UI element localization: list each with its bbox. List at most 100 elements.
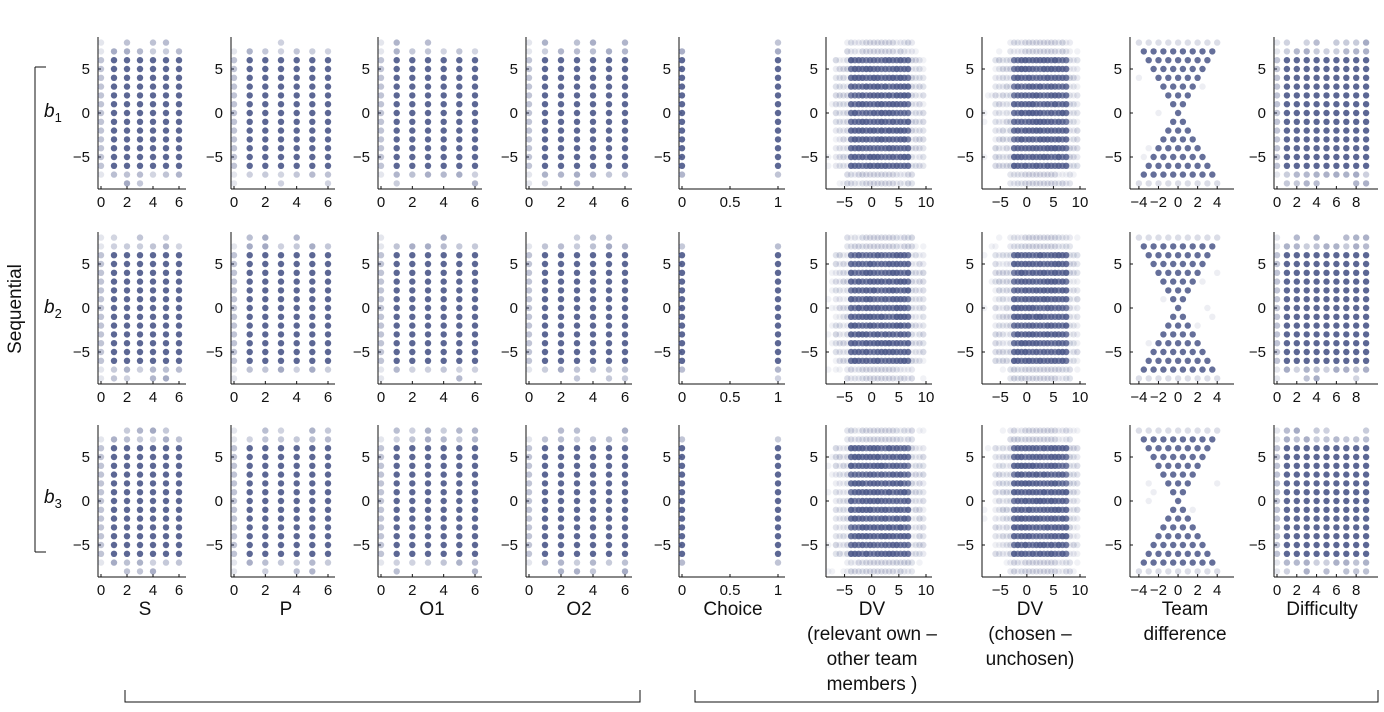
data-point: [1194, 445, 1201, 452]
data-point: [1273, 427, 1281, 434]
data-point: [774, 313, 782, 320]
x-tick-label: 0: [868, 389, 876, 406]
data-point: [996, 331, 1003, 338]
data-point: [1170, 243, 1177, 250]
data-point: [1063, 506, 1070, 513]
data-point: [424, 462, 432, 469]
sequential-bracket: [34, 66, 46, 553]
data-point: [870, 180, 878, 187]
data-point: [525, 462, 533, 469]
data-point: [866, 180, 874, 187]
data-point: [1283, 471, 1291, 478]
data-point: [471, 65, 479, 73]
x-tick-label: 0: [97, 194, 105, 211]
data-point: [908, 436, 916, 443]
data-point: [851, 366, 859, 373]
data-point: [149, 65, 157, 73]
col-label-dv-chosen: DV (chosen – unchosen): [985, 599, 1075, 670]
data-point: [1070, 533, 1077, 540]
data-point: [878, 39, 885, 46]
data-point: [999, 366, 1007, 373]
data-point: [1074, 57, 1081, 64]
data-point: [1303, 524, 1310, 531]
data-point: [1040, 180, 1048, 187]
data-point: [621, 278, 629, 285]
data-point: [1293, 322, 1301, 329]
data-point: [920, 162, 927, 169]
data-point: [996, 145, 1003, 152]
data-point: [992, 92, 999, 99]
data-point: [1070, 313, 1077, 320]
data-point: [246, 136, 253, 143]
data-point: [1003, 340, 1010, 347]
x-tick-label: 6: [621, 194, 629, 211]
data-point: [589, 296, 597, 303]
data-point: [836, 533, 843, 540]
data-point: [424, 92, 432, 99]
y-tick-label: −5: [206, 344, 223, 361]
data-point: [859, 171, 866, 178]
data-point: [377, 278, 385, 285]
data-point: [324, 541, 332, 549]
data-point: [175, 74, 183, 82]
data-point: [912, 322, 919, 329]
data-point: [1036, 39, 1044, 46]
data-point: [541, 153, 549, 161]
data-point: [471, 304, 479, 312]
data-point: [1204, 357, 1211, 364]
data-point: [246, 74, 253, 82]
col-label-difficulty: Difficulty: [1286, 599, 1358, 620]
data-point: [230, 427, 238, 434]
data-point: [1189, 153, 1196, 161]
data-point: [409, 252, 416, 259]
data-point: [393, 524, 400, 531]
data-point: [840, 480, 847, 487]
x-tick-label: 0: [1174, 582, 1182, 599]
data-point: [1362, 340, 1370, 347]
data-point: [277, 462, 285, 469]
data-point: [1155, 568, 1162, 575]
y-tick-label: 5: [663, 449, 671, 466]
data-point: [1063, 436, 1070, 443]
data-point: [1353, 180, 1360, 187]
data-point: [1170, 171, 1177, 178]
data-point: [456, 506, 463, 513]
data-point: [1044, 366, 1051, 373]
x-tick-label: 10: [1072, 389, 1089, 406]
data-point: [1323, 462, 1330, 469]
data-point: [309, 559, 316, 566]
data-point: [920, 357, 927, 364]
data-point: [424, 48, 432, 55]
data-point: [904, 322, 912, 329]
data-point: [1283, 278, 1291, 285]
data-point: [175, 48, 183, 55]
data-point: [409, 366, 416, 373]
data-point: [440, 471, 447, 478]
data-point: [589, 162, 597, 169]
data-point: [162, 471, 170, 478]
data-point: [1353, 331, 1360, 338]
data-point: [456, 331, 463, 338]
data-point: [1044, 39, 1051, 46]
data-point: [1313, 550, 1320, 557]
data-point: [1179, 243, 1187, 250]
data-point: [774, 348, 782, 356]
data-point: [1044, 427, 1051, 434]
data-point: [97, 127, 105, 134]
data-point: [851, 375, 859, 382]
data-point: [97, 162, 105, 169]
data-point: [1199, 436, 1206, 443]
data-point: [230, 92, 238, 99]
data-point: [1343, 162, 1350, 169]
data-point: [1333, 313, 1340, 320]
data-point: [885, 180, 893, 187]
data-point: [377, 533, 385, 540]
data-point: [1029, 243, 1036, 250]
data-point: [1293, 445, 1301, 452]
data-point: [1003, 145, 1010, 152]
x-tick-label: −2: [1150, 582, 1167, 599]
data-point: [1150, 153, 1157, 161]
data-point: [836, 471, 843, 478]
data-point: [262, 480, 269, 487]
data-point: [1022, 39, 1029, 46]
